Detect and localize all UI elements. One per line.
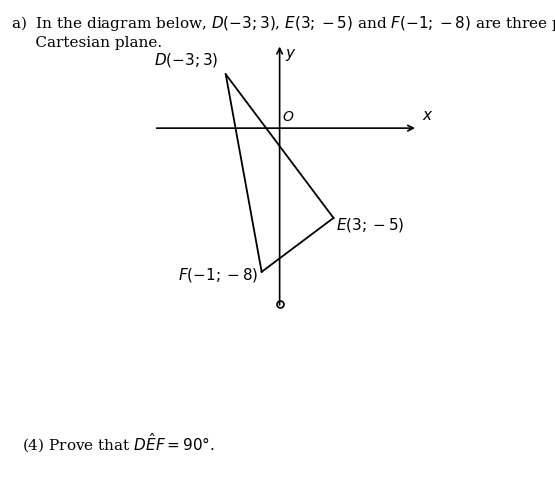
Text: $O$: $O$ [282,110,295,124]
Text: $x$: $x$ [421,108,433,123]
Text: $y$: $y$ [285,47,296,63]
Text: $F(-1;-8)$: $F(-1;-8)$ [178,266,258,285]
Text: (4) Prove that $D\hat{E}F = 90°$.: (4) Prove that $D\hat{E}F = 90°$. [22,431,215,455]
Text: a)  In the diagram below, $D(-3;3)$, $E(3;-5)$ and $F(-1;-8)$ are three points i: a) In the diagram below, $D(-3;3)$, $E(3… [11,14,555,49]
Text: $E(3;-5)$: $E(3;-5)$ [336,216,405,234]
Text: $D(-3;3)$: $D(-3;3)$ [154,51,219,69]
